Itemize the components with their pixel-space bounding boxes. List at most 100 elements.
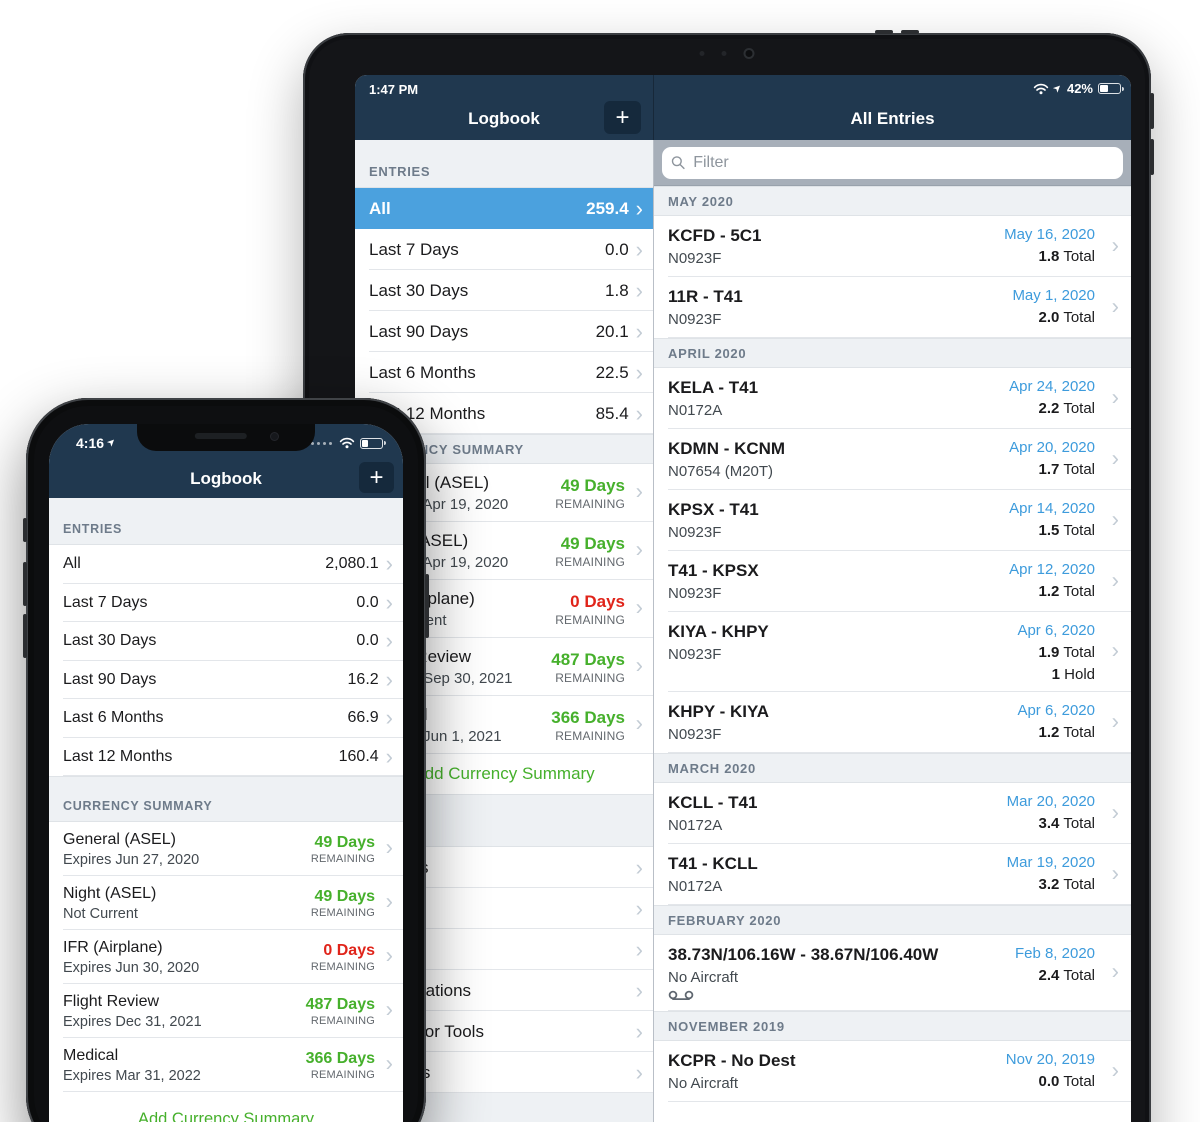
entries-filter-6months[interactable]: Last 6 Months 22.5 › [355,352,653,393]
entry-route: KIYA - KHPY [668,622,769,641]
add-currency-summary-row: Add Currency Summary [49,1092,403,1122]
row-value: 160.4 [338,747,379,765]
entry-row-kcll-t41[interactable]: KCLL - T41 N0172A Mar 20, 2020 3.4 Total › [654,783,1131,844]
chevron-right-icon: › [635,359,643,385]
chevron-right-icon: › [635,236,643,262]
entry-row-kiya-khpy[interactable]: KIYA - KHPY N0923F Apr 6, 2020 1.9 Total 1 … [654,612,1131,692]
entry-row-t41-kpsx[interactable]: T41 - KPSX N0923F Apr 12, 2020 1.2 Total › [654,551,1131,612]
wifi-icon [339,437,355,449]
chevron-right-icon: › [1111,799,1119,825]
entry-total: 2.4 Total [1038,967,1095,984]
entry-row-t41-kcll[interactable]: T41 - KCLL N0172A Mar 19, 2020 3.2 Total › [654,844,1131,905]
entry-date: May 1, 2020 [1012,287,1095,304]
currency-remaining-label: REMAINING [310,1014,375,1027]
entries-filter-7days[interactable]: Last 7 Days 0.0 › [355,229,653,270]
add-entry-button[interactable]: + [604,101,641,134]
ipad-side-button-2 [1150,139,1154,175]
entry-row-11r-t41[interactable]: 11R - T41 N0923F May 1, 2020 2.0 Total › [654,277,1131,338]
entries-filter-7days[interactable]: Last 7 Days 0.0 › [49,583,403,622]
iphone-mute-switch [23,518,27,542]
chevron-right-icon: › [1111,232,1119,258]
row-value: 0.0 [605,239,629,259]
currency-remaining-label: REMAINING [555,554,625,569]
filter-bar [654,140,1131,186]
row-value: 259.4 [586,198,629,218]
entries-filter-12months[interactable]: Last 12 Months 160.4 › [49,737,403,776]
chevron-right-icon: › [635,895,643,921]
currency-days: 0 Days [570,591,625,611]
currency-title: IFR (Airplane) [63,938,163,956]
currency-remaining-label: REMAINING [555,670,625,685]
ipad-battery-percent: 42% [1066,81,1093,96]
entry-total: 1.8 Total [1038,248,1095,265]
currency-remaining-label: REMAINING [555,728,625,743]
entry-date: Apr 20, 2020 [1009,439,1095,456]
location-arrow-icon: ➤ [1050,81,1065,96]
iphone-status-icons [311,437,386,449]
entry-route: KCLL - T41 [668,793,758,812]
entry-aircraft: N0172A [668,402,723,419]
add-entry-button[interactable]: + [359,462,394,493]
all-entries-pane: MAY 2020 KCFD - 5C1 N0923F May 16, 2020 1.… [653,140,1131,1122]
currency-title: Medical [63,1046,119,1064]
entry-row-kpsx-t41[interactable]: KPSX - T41 N0923F Apr 14, 2020 1.5 Total › [654,490,1131,551]
row-value: 2,080.1 [325,555,379,573]
iphone-status-time: 4:16 ➤ [76,435,119,451]
filter-input[interactable] [691,152,1114,173]
chevron-right-icon: › [635,478,643,504]
ipad-header: 1:47 PM Logbook + ➤ 42% [355,75,1131,140]
entry-aircraft: No Aircraft [668,1075,739,1092]
ipad-device: 1:47 PM Logbook + ➤ 42% [303,30,1154,1122]
row-value: 0.0 [356,632,379,650]
entry-date: Apr 12, 2020 [1009,561,1095,578]
currency-row-night[interactable]: Night (ASEL) Not Current 49 Days REMAINING… [49,876,403,930]
chevron-right-icon: › [1111,293,1119,319]
row-label: Last 6 Months [63,709,164,727]
entry-row-coordinates[interactable]: 38.73N/106.16W - 38.67N/106.40W No Aircr… [654,935,1131,1011]
entry-total: 1.7 Total [1038,461,1095,478]
entries-filter-6months[interactable]: Last 6 Months 66.9 › [49,699,403,738]
chevron-right-icon: › [635,277,643,303]
entry-row-kcpr-nodest[interactable]: KCPR - No Dest No Aircraft Nov 20, 2019 0.… [654,1041,1131,1102]
entry-row-kcfd-5c1[interactable]: KCFD - 5C1 N0923F May 16, 2020 1.8 Total › [654,216,1131,277]
entry-row-khpy-kiya[interactable]: KHPY - KIYA N0923F Apr 6, 2020 1.2 Total › [654,692,1131,753]
entry-row-kdmn-kcnm[interactable]: KDMN - KCNM N07654 (M20T) Apr 20, 2020 1.7… [654,429,1131,490]
row-label: Last 30 Days [63,632,157,650]
add-currency-summary-link[interactable]: Add Currency Summary [137,1109,315,1122]
entry-total: 1.5 Total [1038,522,1095,539]
chevron-right-icon: › [635,1059,643,1085]
entries-filter-30days[interactable]: Last 30 Days 1.8 › [355,270,653,311]
row-value: 0.0 [356,593,379,611]
currency-row-general[interactable]: General (ASEL) Expires Jun 27, 2020 49 Da… [49,822,403,876]
iphone-volume-up-button [23,562,27,606]
currency-row-flight-review[interactable]: Flight Review Expires Dec 31, 2021 487 Da… [49,984,403,1038]
search-icon [671,156,685,170]
entry-aircraft: N0923F [668,585,722,602]
entries-filter-90days[interactable]: Last 90 Days 16.2 › [49,660,403,699]
row-value: 66.9 [347,709,379,727]
entry-row-kela-t41[interactable]: KELA - T41 N0172A Apr 24, 2020 2.2 Total › [654,368,1131,429]
currency-row-ifr[interactable]: IFR (Airplane) Expires Jun 30, 2020 0 Day… [49,930,403,984]
entries-filter-30days[interactable]: Last 30 Days 0.0 › [49,622,403,661]
entry-date: Mar 19, 2020 [1006,854,1095,871]
entries-filter-all[interactable]: All 259.4 › [355,188,653,229]
filter-search-field[interactable] [662,146,1123,179]
entry-date: Apr 6, 2020 [1017,622,1095,639]
entry-total: 1.2 Total [1038,724,1095,741]
row-label: Last 7 Days [369,239,459,259]
entry-aircraft: N0923F [668,726,722,743]
currency-row-medical[interactable]: Medical Expires Mar 31, 2022 366 Days REMA… [49,1038,403,1092]
ipad-left-nav-title: Logbook [468,109,540,128]
currency-subtitle: Expires Mar 31, 2022 [63,1067,201,1084]
entries-filter-all[interactable]: All 2,080.1 › [49,545,403,584]
chevron-right-icon: › [1111,445,1119,471]
currency-remaining-label: REMAINING [310,1068,375,1081]
currency-days: 366 Days [305,1049,375,1067]
currency-subtitle: Expires Jun 27, 2020 [63,851,200,868]
track-log-icon [668,990,694,1001]
currency-days: 487 Days [551,649,625,669]
entry-total: 0.0 Total [1038,1073,1095,1090]
add-currency-summary-link[interactable]: Add Currency Summary [413,764,595,783]
entries-filter-90days[interactable]: Last 90 Days 20.1 › [355,311,653,352]
